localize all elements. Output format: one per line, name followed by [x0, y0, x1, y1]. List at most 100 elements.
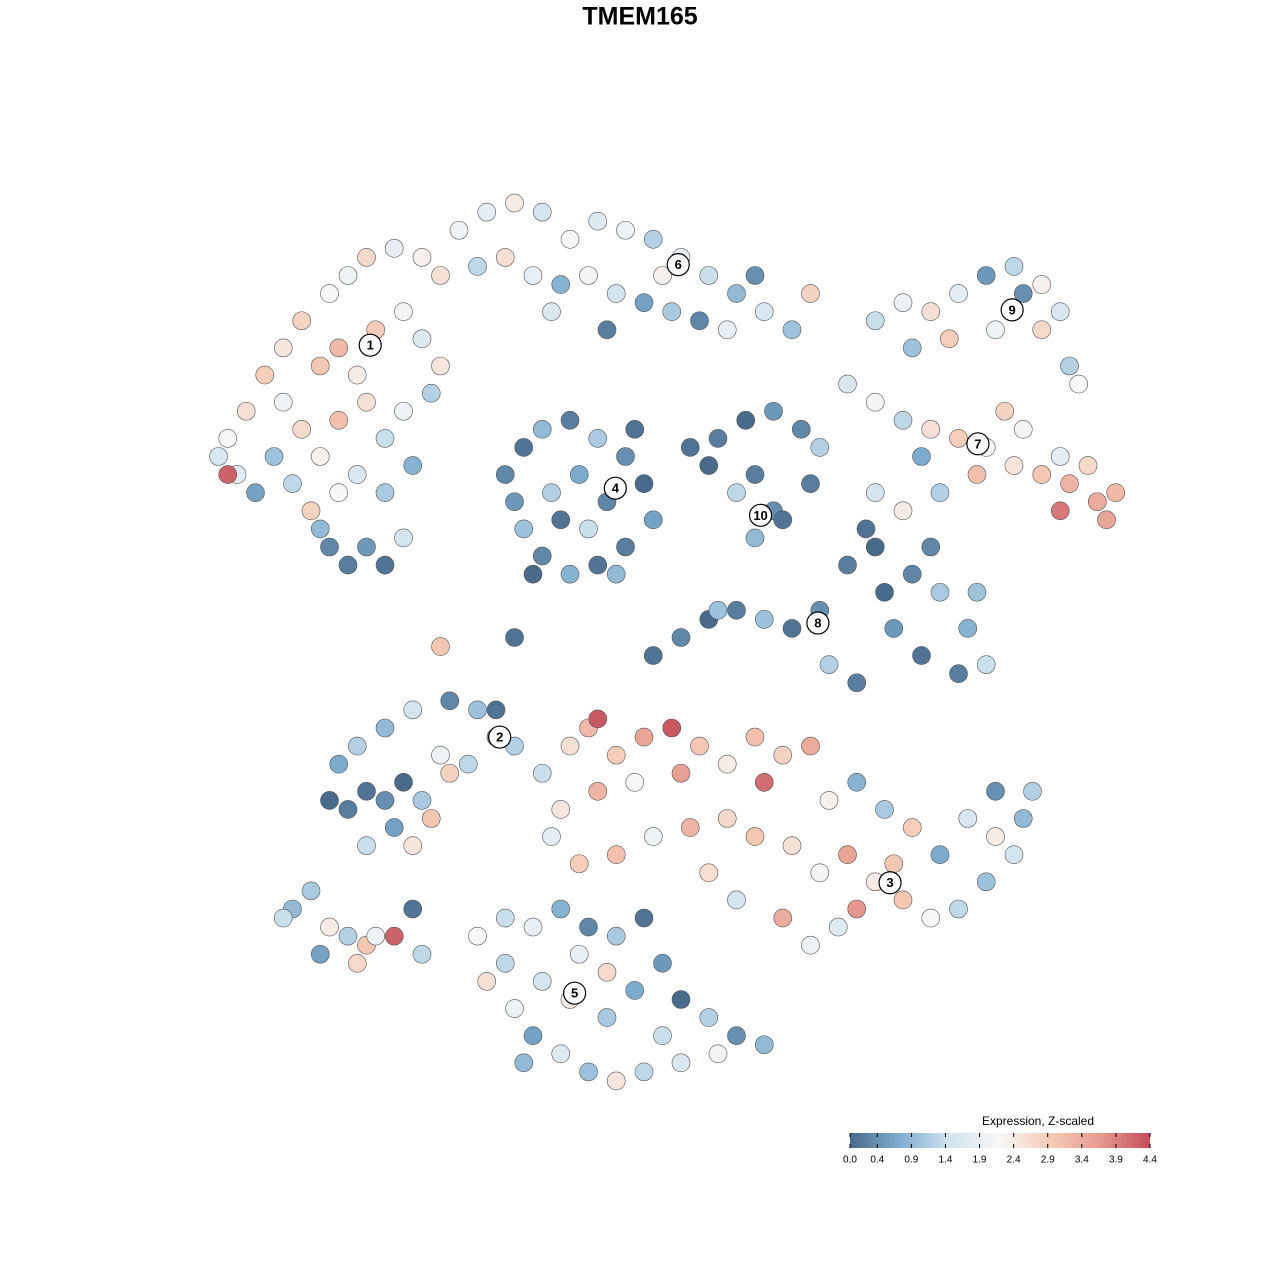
- point: [357, 248, 376, 267]
- point: [754, 772, 774, 792]
- point: [865, 537, 885, 557]
- point: [320, 537, 339, 557]
- cluster-label: 8: [814, 615, 821, 630]
- point: [532, 763, 552, 783]
- point: [357, 782, 376, 801]
- point: [625, 772, 645, 792]
- point: [1004, 845, 1024, 865]
- point: [412, 248, 432, 267]
- point: [699, 456, 719, 475]
- point: [505, 193, 524, 213]
- point: [1013, 420, 1033, 439]
- point: [643, 230, 663, 249]
- point: [597, 963, 617, 982]
- point: [745, 465, 765, 484]
- point: [893, 890, 913, 910]
- point: [403, 899, 423, 919]
- point: [921, 537, 941, 557]
- point: [986, 827, 1005, 846]
- point: [1097, 510, 1116, 530]
- point: [588, 709, 608, 729]
- point: [1087, 492, 1107, 512]
- point: [431, 356, 450, 376]
- point: [588, 429, 608, 448]
- point: [847, 772, 867, 792]
- point: [514, 1053, 534, 1073]
- point: [671, 628, 691, 647]
- point: [616, 447, 635, 466]
- point: [930, 845, 950, 865]
- point: [801, 474, 820, 493]
- colorbar-tick-label: 3.9: [1109, 1155, 1123, 1166]
- point: [477, 202, 497, 222]
- point: [976, 266, 996, 285]
- point: [329, 483, 349, 503]
- colorbar-tick-label: 0.0: [843, 1155, 857, 1166]
- point: [921, 908, 941, 928]
- cluster-label: 1: [367, 338, 374, 353]
- point: [708, 601, 728, 620]
- point: [773, 510, 793, 530]
- point: [810, 438, 830, 457]
- point: [458, 754, 478, 774]
- point: [754, 610, 774, 629]
- point: [486, 700, 506, 720]
- colorbar-tick-label: 2.9: [1041, 1155, 1055, 1166]
- point: [301, 881, 321, 901]
- point: [606, 1071, 626, 1091]
- colorbar-tick-label: 0.4: [870, 1155, 884, 1166]
- point: [357, 392, 376, 412]
- point: [569, 944, 589, 964]
- point: [912, 646, 931, 665]
- point: [986, 320, 1005, 340]
- point: [606, 284, 626, 303]
- point: [579, 917, 598, 937]
- point: [653, 953, 672, 973]
- point: [606, 745, 626, 765]
- point: [532, 972, 552, 991]
- cluster-marker: [878, 871, 902, 895]
- point: [1060, 356, 1079, 376]
- point: [884, 619, 904, 638]
- point: [283, 474, 302, 493]
- point: [847, 899, 867, 919]
- cluster-marker: [563, 981, 587, 1005]
- point: [579, 519, 598, 539]
- point: [782, 320, 802, 340]
- point: [569, 854, 589, 874]
- point: [264, 447, 284, 466]
- point: [477, 972, 497, 991]
- point: [588, 555, 608, 575]
- cluster-label: 9: [1009, 302, 1016, 317]
- point: [606, 926, 626, 946]
- point: [773, 908, 793, 928]
- colorbar-tick-label: 0.9: [904, 1155, 918, 1166]
- point: [838, 845, 857, 865]
- cluster-marker: [966, 432, 990, 456]
- point: [310, 944, 330, 964]
- point: [856, 519, 876, 539]
- point: [893, 410, 913, 430]
- point: [310, 519, 330, 539]
- point: [551, 800, 571, 819]
- cluster-marker: [488, 725, 512, 749]
- point: [967, 465, 987, 484]
- point: [699, 1008, 719, 1027]
- point: [495, 248, 515, 267]
- point: [847, 673, 867, 693]
- point: [523, 1026, 543, 1045]
- point: [838, 555, 857, 575]
- colorbar-tick-label: 3.4: [1075, 1155, 1089, 1166]
- point: [560, 410, 580, 430]
- point: [394, 302, 413, 322]
- point: [634, 1062, 654, 1082]
- point: [431, 637, 450, 656]
- point: [523, 266, 543, 285]
- point: [1023, 782, 1042, 801]
- point: [1013, 284, 1033, 303]
- point: [320, 284, 339, 303]
- point: [736, 410, 756, 430]
- point: [875, 582, 894, 602]
- point: [588, 211, 608, 231]
- point: [1069, 374, 1089, 394]
